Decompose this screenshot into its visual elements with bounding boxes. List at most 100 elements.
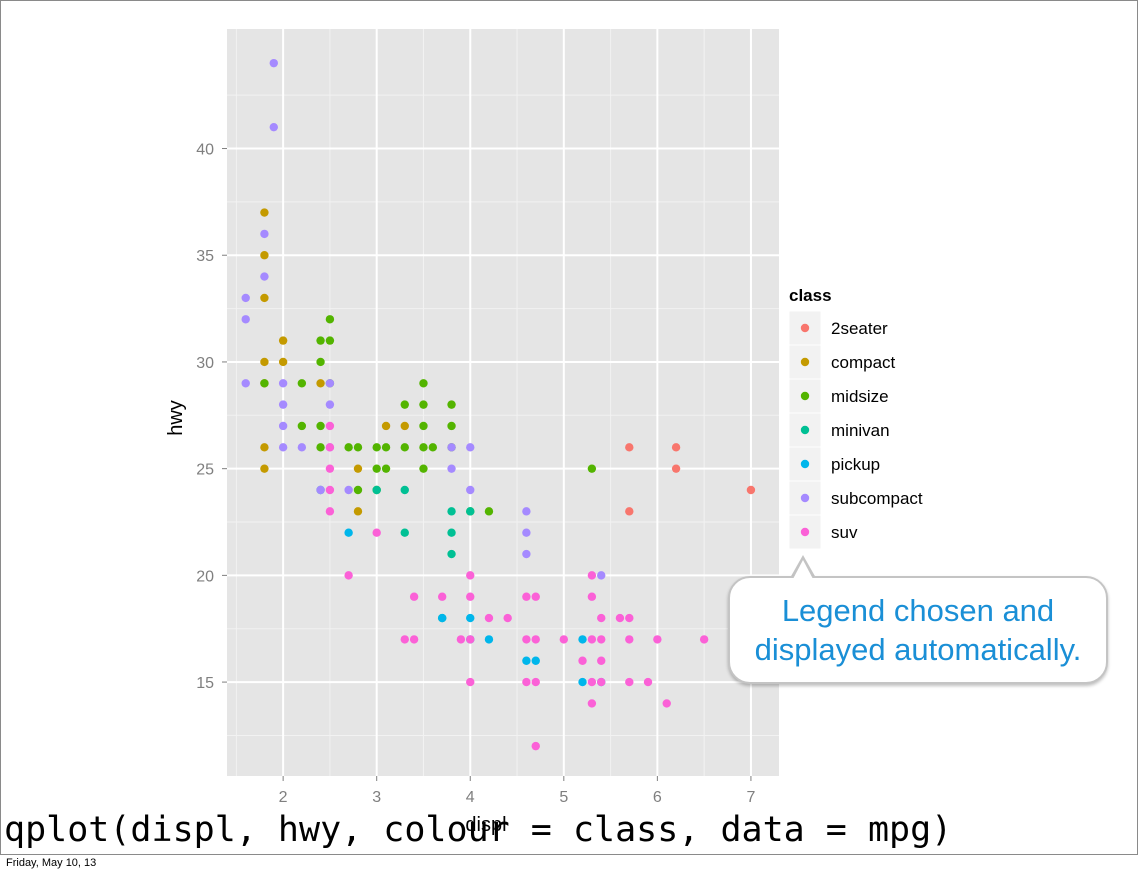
x-tick-label: 4 <box>466 789 475 806</box>
data-point-midsize <box>400 400 409 409</box>
data-point-suv <box>325 421 335 431</box>
data-point-minivan <box>466 507 475 516</box>
legend-swatch-2seater <box>800 323 810 333</box>
data-point-suv <box>597 656 606 665</box>
data-point-subcompact <box>325 400 335 409</box>
data-point-midsize <box>587 464 597 473</box>
footer-date: Friday, May 10, 13 <box>6 857 97 869</box>
data-point-pickup <box>484 635 494 644</box>
data-point-pickup <box>578 677 587 687</box>
data-point-compact <box>260 443 269 452</box>
data-point-subcompact <box>278 421 288 431</box>
data-point-suv <box>587 592 597 601</box>
data-point-midsize <box>297 379 307 388</box>
y-tick-label: 25 <box>196 462 214 479</box>
data-point-subcompact <box>241 379 250 388</box>
legend-swatch-midsize <box>800 391 810 401</box>
data-point-suv <box>409 635 419 644</box>
x-tick-label: 7 <box>746 789 755 806</box>
data-point-2seater <box>671 443 681 452</box>
data-point-suv <box>587 677 597 687</box>
y-axis-title: hwy <box>165 400 187 436</box>
data-point-subcompact <box>278 379 288 388</box>
data-point-suv <box>503 613 512 623</box>
legend-swatch-minivan <box>800 425 810 435</box>
data-point-suv <box>597 613 606 623</box>
data-point-2seater <box>671 464 681 473</box>
data-point-suv <box>344 571 353 580</box>
data-point-2seater <box>625 443 634 452</box>
data-point-suv <box>531 592 540 601</box>
data-point-minivan <box>372 485 381 495</box>
legend-label: compact <box>831 353 896 372</box>
data-point-midsize <box>381 464 391 473</box>
data-point-minivan <box>400 485 409 495</box>
data-point-pickup <box>344 528 353 537</box>
y-tick-label: 20 <box>196 568 214 585</box>
data-point-midsize <box>297 421 307 431</box>
data-point-suv <box>643 677 653 687</box>
data-point-midsize <box>419 400 428 409</box>
data-point-suv <box>400 635 409 644</box>
data-point-suv <box>325 464 335 473</box>
data-point-midsize <box>419 421 428 431</box>
data-point-midsize <box>353 485 363 495</box>
legend: class 2seater compact midsize minivan pickup… <box>788 286 923 550</box>
y-tick-label: 15 <box>196 675 214 692</box>
data-point-subcompact <box>241 293 250 303</box>
data-point-midsize <box>316 357 325 367</box>
callout-tail-fill <box>793 560 813 579</box>
data-point-pickup <box>578 635 587 644</box>
data-point-suv <box>559 635 569 644</box>
data-point-suv <box>531 677 540 687</box>
data-point-suv <box>625 613 634 623</box>
data-point-suv <box>522 635 531 644</box>
data-point-suv <box>587 571 597 580</box>
x-axis-title: displ <box>465 814 506 836</box>
data-point-midsize <box>419 464 428 473</box>
data-point-compact <box>381 421 391 431</box>
data-point-suv <box>578 656 587 665</box>
data-point-minivan <box>447 507 456 516</box>
data-point-midsize <box>484 507 494 516</box>
data-point-subcompact <box>269 58 278 68</box>
x-tick-label: 3 <box>372 789 381 806</box>
data-point-minivan <box>447 549 456 559</box>
data-point-subcompact <box>260 272 269 281</box>
data-point-pickup <box>437 613 447 623</box>
data-point-suv <box>372 528 381 537</box>
data-point-suv <box>531 741 540 751</box>
data-point-subcompact <box>522 549 531 559</box>
data-point-compact <box>260 293 269 303</box>
data-point-midsize <box>447 421 456 431</box>
legend-swatch-suv <box>800 527 810 537</box>
data-point-subcompact <box>278 400 288 409</box>
data-point-subcompact <box>466 485 475 495</box>
data-point-midsize <box>419 443 428 452</box>
data-point-pickup <box>522 656 531 665</box>
data-point-suv <box>662 699 671 708</box>
data-point-suv <box>466 677 475 687</box>
x-tick-label: 6 <box>653 789 662 806</box>
data-point-midsize <box>381 443 391 452</box>
data-point-suv <box>625 635 634 644</box>
legend-swatch-compact <box>800 357 810 367</box>
data-point-suv <box>522 677 531 687</box>
data-point-midsize <box>372 443 381 452</box>
data-point-midsize <box>316 336 325 345</box>
data-point-pickup <box>531 656 540 665</box>
data-point-subcompact <box>522 528 531 537</box>
data-point-compact <box>278 357 288 367</box>
data-point-minivan <box>447 528 456 537</box>
data-point-2seater <box>625 507 634 516</box>
y-tick-label: 35 <box>196 248 214 265</box>
data-point-compact <box>353 507 363 516</box>
data-point-suv <box>409 592 419 601</box>
data-point-suv <box>522 592 531 601</box>
data-point-midsize <box>400 443 409 452</box>
data-point-subcompact <box>297 443 307 452</box>
data-point-suv <box>437 592 447 601</box>
data-point-compact <box>278 336 288 345</box>
data-point-subcompact <box>447 443 456 452</box>
legend-label: pickup <box>831 455 880 474</box>
